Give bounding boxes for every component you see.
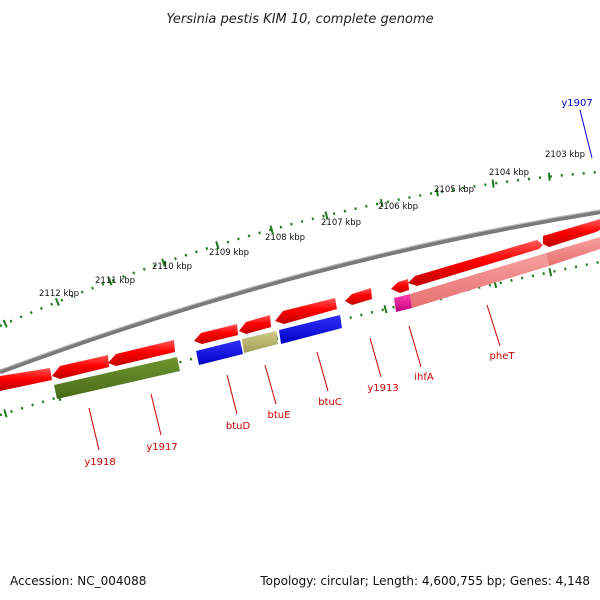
ruler-label-2104: 2104 kbp [489, 168, 529, 178]
label-y1917[interactable]: y1917 [146, 442, 177, 453]
ruler-label-2109: 2109 kbp [209, 248, 249, 258]
leader-y1917 [150, 393, 162, 436]
leader-pheT [486, 304, 501, 347]
feature-btuE[interactable] [242, 331, 278, 353]
outer-ruler-tick [269, 225, 274, 234]
label-pheT[interactable]: pheT [490, 351, 516, 362]
inner-ruler-tick [383, 304, 388, 314]
genome-backbone-highlight [0, 209, 600, 371]
feature-ihfA[interactable] [394, 294, 412, 312]
genome-backbone [0, 209, 600, 375]
forward-strand-features [0, 219, 600, 391]
gene-feature-y1913-region[interactable] [345, 288, 372, 305]
reverse-strand-features [54, 237, 600, 399]
feature-btuD[interactable] [196, 340, 243, 365]
leader-btuD [226, 374, 238, 415]
gene-feature-small-1[interactable] [391, 279, 409, 293]
ruler-label-2111: 2111 kbp [95, 276, 135, 286]
leader-ihfA [408, 325, 422, 368]
ruler-label-2107: 2107 kbp [321, 218, 361, 228]
label-btuE[interactable]: btuE [268, 410, 291, 421]
outer-ruler-tick [161, 258, 166, 267]
ruler-label-2106: 2106 kbp [378, 202, 418, 212]
ruler-label-2105: 2105 kbp [434, 185, 474, 195]
ruler-label-2108: 2108 kbp [265, 233, 305, 243]
label-y1907[interactable]: y1907 [561, 98, 592, 109]
outer-ruler-tick [379, 198, 384, 208]
ruler-label-2110: 2110 kbp [152, 262, 192, 272]
gene-feature-btuD-region[interactable] [194, 324, 238, 344]
ruler-labels: 2103 kbp 2104 kbp 2105 kbp 2106 kbp 2107… [39, 150, 585, 299]
outer-ruler-ticks [2, 172, 551, 328]
ruler-label-2112: 2112 kbp [39, 289, 79, 299]
feature-pheT[interactable] [410, 253, 549, 308]
inner-ruler-tick [3, 409, 8, 418]
outer-ruler: 2103 kbp 2104 kbp 2105 kbp 2106 kbp 2107… [0, 150, 600, 328]
outer-ruler-tick [215, 241, 220, 250]
gene-labels: y1907 pheT ihfA y1913 btuC btuE btuD y19… [84, 98, 592, 468]
accession-label: Accession: NC_004088 [10, 574, 147, 588]
feature-btuC[interactable] [279, 315, 342, 344]
gene-feature-y1907-region[interactable] [543, 219, 600, 247]
feature-pheT-extension[interactable] [546, 237, 600, 266]
gene-feature-pheS[interactable] [408, 240, 543, 286]
leader-y1913 [369, 337, 382, 378]
label-btuD[interactable]: btuD [226, 421, 251, 432]
genome-summary-label: Topology: circular; Length: 4,600,755 bp… [260, 574, 590, 588]
label-ihfA[interactable]: ihfA [414, 372, 434, 383]
gene-feature-y1918-region[interactable] [52, 355, 109, 379]
ruler-label-2103: 2103 kbp [545, 150, 585, 160]
feature-y1917[interactable] [54, 357, 180, 399]
outer-ruler-tick [547, 172, 551, 181]
outer-ruler-tick [324, 211, 329, 220]
map-title: Yersinia pestis KIM 10, complete genome [166, 12, 433, 27]
leader-btuE [264, 364, 277, 405]
label-y1918[interactable]: y1918 [84, 457, 115, 468]
outer-ruler-tick [2, 319, 8, 328]
label-btuC[interactable]: btuC [318, 397, 342, 408]
outer-ruler-tick [491, 179, 495, 188]
leader-y1918 [88, 407, 100, 451]
outer-ruler-tick [54, 297, 60, 307]
outer-ruler-tick [435, 188, 439, 197]
outer-ruler-tick [107, 277, 113, 286]
gene-feature-btuC-region[interactable] [275, 298, 337, 324]
gene-feature-btuE-region[interactable] [239, 315, 271, 334]
gene-feature-left-edge[interactable] [0, 368, 52, 391]
leader-y1907 [579, 109, 593, 159]
leader-btuC [316, 351, 329, 392]
gene-feature-y1917-region[interactable] [108, 340, 175, 366]
inner-ruler-tick [548, 268, 553, 277]
label-y1913[interactable]: y1913 [367, 383, 398, 394]
